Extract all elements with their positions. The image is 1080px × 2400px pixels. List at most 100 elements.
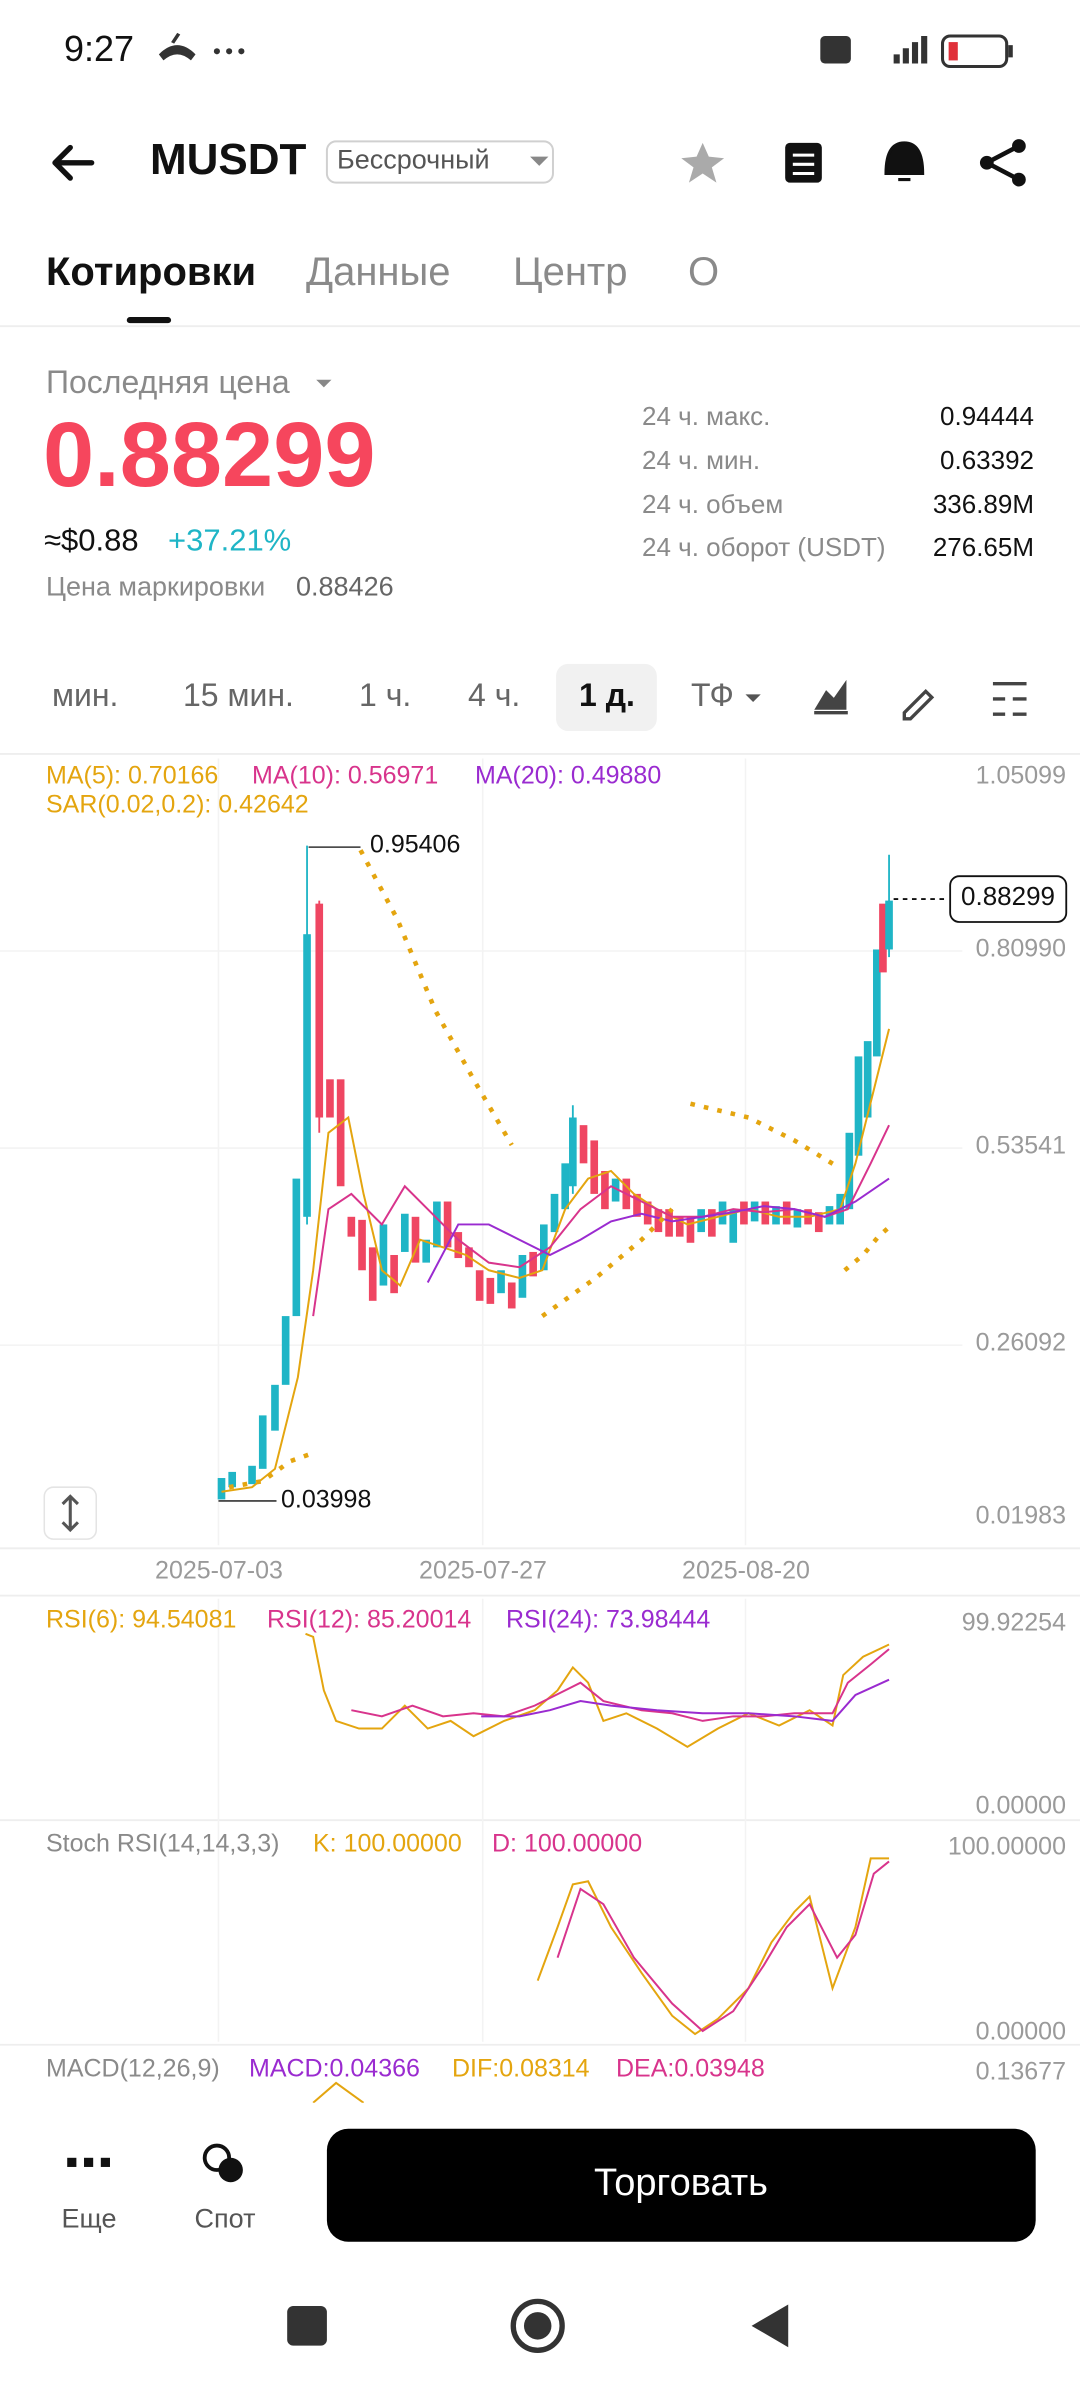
tab[interactable]: О bbox=[688, 250, 720, 294]
chart-grid bbox=[0, 758, 963, 2042]
candle bbox=[303, 934, 311, 1217]
candles bbox=[217, 845, 893, 1500]
macd-legend: MACD:0.04366 bbox=[249, 2054, 420, 2083]
candle bbox=[292, 1178, 301, 1317]
stoch-lines bbox=[536, 1857, 890, 2036]
more-icon[interactable] bbox=[67, 2157, 110, 2167]
stoch-d-line bbox=[556, 1860, 890, 2033]
tab[interactable]: Данные bbox=[306, 250, 451, 294]
interval[interactable]: 4 ч. bbox=[468, 677, 521, 713]
tab[interactable]: Центр bbox=[513, 250, 628, 294]
stat-value: 0.94444 bbox=[940, 401, 1034, 431]
candle bbox=[336, 1079, 345, 1187]
rsi-axis-label: 99.92254 bbox=[961, 1608, 1066, 1637]
tab-underline bbox=[126, 317, 172, 324]
candle bbox=[422, 1239, 431, 1263]
candle bbox=[390, 1254, 398, 1294]
tab[interactable]: Котировки bbox=[46, 250, 257, 294]
sar-segment bbox=[358, 849, 514, 1147]
back-arrow bbox=[52, 144, 95, 181]
chart-tools bbox=[814, 679, 1027, 721]
stoch-legend: Stoch RSI(14,14,3,3) bbox=[46, 1829, 280, 1858]
candle bbox=[854, 1056, 863, 1156]
candle bbox=[879, 903, 887, 973]
stoch-k-line bbox=[536, 1857, 890, 2036]
interval[interactable]: мин. bbox=[52, 677, 119, 713]
candle bbox=[529, 1251, 537, 1277]
more-label[interactable]: Еще bbox=[61, 2203, 117, 2234]
status-icons bbox=[158, 32, 1013, 69]
candle bbox=[217, 1478, 226, 1500]
candle bbox=[665, 1209, 673, 1237]
rsi6-line bbox=[305, 1632, 890, 1749]
candle bbox=[540, 1224, 548, 1271]
dot bbox=[100, 2157, 110, 2167]
price-change: +37.21% bbox=[168, 522, 292, 558]
signal-icon bbox=[893, 35, 928, 64]
current-price-label: 0.88299 bbox=[961, 881, 1055, 911]
ma5-line bbox=[221, 1028, 891, 1493]
price-caret bbox=[316, 379, 332, 388]
stoch-legend: K: 100.00000 bbox=[313, 1829, 462, 1858]
y-axis-label: 0.26092 bbox=[975, 1328, 1066, 1357]
candle bbox=[454, 1232, 463, 1259]
dot bbox=[67, 2157, 77, 2167]
candle bbox=[675, 1216, 684, 1237]
interval[interactable]: 1 ч. bbox=[359, 677, 412, 713]
coin bbox=[218, 2157, 243, 2183]
macd-legend: DEA:0.03948 bbox=[616, 2054, 765, 2083]
spot-label[interactable]: Спот bbox=[194, 2203, 256, 2234]
status-time: 9:27 bbox=[64, 28, 135, 69]
trade-button[interactable] bbox=[326, 2128, 1036, 2242]
stat-label: 24 ч. объем bbox=[642, 489, 784, 519]
stoch-axis-label: 100.00000 bbox=[947, 1832, 1066, 1861]
expand-icon[interactable] bbox=[61, 1494, 79, 1533]
expand-button[interactable] bbox=[43, 1486, 98, 1540]
area-chart-icon bbox=[814, 679, 848, 715]
nav-home-dot bbox=[523, 2312, 552, 2340]
candle bbox=[326, 1079, 334, 1118]
nav-back bbox=[751, 2304, 789, 2348]
tf-caret bbox=[745, 694, 761, 703]
dot bbox=[84, 2157, 94, 2167]
candle bbox=[814, 1212, 823, 1233]
rsi24-line bbox=[481, 1678, 890, 1722]
interval[interactable]: ТФ bbox=[691, 677, 734, 713]
candle bbox=[486, 1277, 495, 1304]
badge-box bbox=[325, 140, 554, 184]
candle bbox=[885, 900, 893, 950]
rsi-axis-label: 0.00000 bbox=[975, 1791, 1066, 1820]
low-label: 0.03998 bbox=[281, 1485, 372, 1514]
spot-icon[interactable] bbox=[202, 2143, 243, 2183]
interval[interactable]: 15 мин. bbox=[183, 677, 294, 713]
settings-icon bbox=[992, 681, 1027, 716]
candle bbox=[633, 1193, 641, 1217]
ma-legend: MA(5): 0.70166 bbox=[46, 761, 219, 790]
candle bbox=[654, 1209, 663, 1233]
macd-dif-line bbox=[312, 2081, 365, 2104]
x-axis-label: 2025-07-03 bbox=[155, 1556, 283, 1585]
stat-value: 0.63392 bbox=[940, 445, 1034, 475]
trade-label[interactable]: Торговать bbox=[594, 2162, 768, 2204]
sar-segment bbox=[228, 1451, 313, 1490]
stoch-legend: D: 100.00000 bbox=[492, 1829, 643, 1858]
x-axis-label: 2025-07-27 bbox=[419, 1556, 547, 1585]
book-lines bbox=[792, 153, 815, 175]
mark-label: Цена маркировки bbox=[46, 571, 266, 602]
candle bbox=[686, 1216, 695, 1243]
candle bbox=[475, 1270, 484, 1301]
nav-recent bbox=[287, 2305, 327, 2346]
candle bbox=[228, 1471, 237, 1488]
interval[interactable]: 1 д. bbox=[579, 677, 635, 713]
battery-level bbox=[948, 42, 958, 61]
macd-legend: MACD(12,26,9) bbox=[46, 2054, 220, 2083]
candle bbox=[368, 1247, 377, 1301]
candle bbox=[873, 949, 881, 1057]
nav-bar[interactable] bbox=[287, 2298, 789, 2353]
candle bbox=[507, 1282, 516, 1309]
candle bbox=[347, 1216, 356, 1237]
stat-label: 24 ч. макс. bbox=[642, 401, 771, 431]
x-axis-label: 2025-08-20 bbox=[682, 1556, 810, 1585]
candle bbox=[550, 1193, 559, 1233]
